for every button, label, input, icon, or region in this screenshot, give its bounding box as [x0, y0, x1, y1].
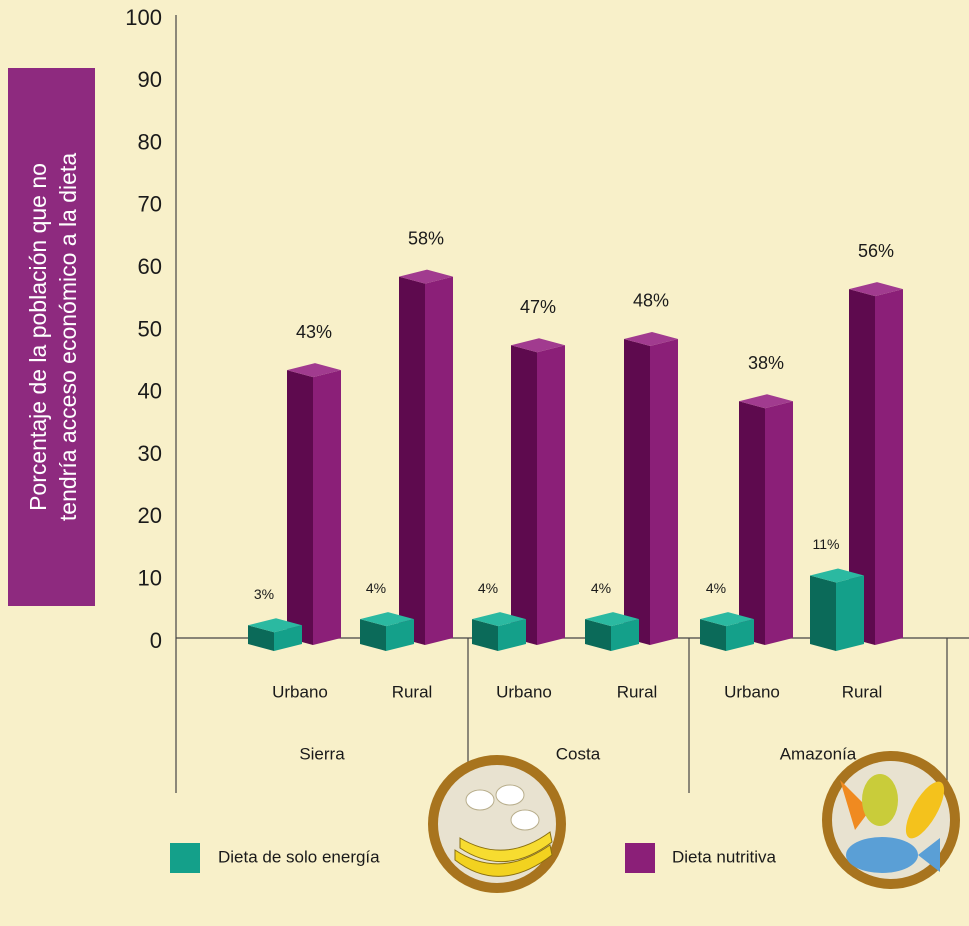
y-tick-label: 30 [138, 441, 162, 466]
bar [849, 282, 903, 645]
y-tick-label: 10 [138, 566, 162, 591]
bar-face [287, 363, 341, 378]
bar-face [849, 289, 875, 645]
bar-face [739, 401, 765, 645]
y-tick-label: 80 [138, 129, 162, 154]
bar-face [248, 625, 274, 651]
y-tick-label: 60 [138, 254, 162, 279]
y-tick-label: 40 [138, 379, 162, 404]
x-tick-label: Urbano [724, 682, 780, 701]
y-label-box [8, 68, 95, 606]
value-label: 38% [748, 353, 784, 373]
x-tick-label: Urbano [496, 682, 552, 701]
bar-face [765, 401, 793, 645]
bar [287, 363, 341, 645]
y-tick-label: 100 [125, 5, 162, 30]
value-label: 4% [478, 580, 498, 596]
bar-face [498, 619, 526, 651]
value-label: 4% [591, 580, 611, 596]
bar-face [810, 575, 836, 651]
bar [472, 612, 526, 651]
value-label: 11% [813, 536, 840, 552]
x-tick-label: Rural [392, 682, 433, 701]
bar [585, 612, 639, 651]
bar-face [700, 619, 726, 651]
bar-face [726, 619, 754, 651]
bar [360, 612, 414, 651]
bar-face [511, 345, 537, 645]
bar-face [425, 276, 453, 645]
bar-face [313, 370, 341, 645]
bar [624, 331, 678, 645]
bar [700, 612, 754, 651]
bar [248, 618, 302, 651]
value-label: 56% [858, 241, 894, 261]
bar-face [472, 619, 498, 651]
bar-face [472, 612, 526, 627]
x-tick-label: Rural [617, 682, 658, 701]
y-axis-label: Porcentaje de la población que no [25, 163, 51, 511]
bar-face [248, 618, 302, 633]
value-label: 58% [408, 228, 444, 248]
value-label: 3% [254, 586, 274, 602]
y-tick-label: 20 [138, 503, 162, 528]
value-label: 4% [706, 580, 726, 596]
bar-face [624, 338, 650, 645]
bar-face [274, 625, 302, 651]
bar-face [836, 575, 864, 651]
bar [739, 394, 793, 645]
bar-face [700, 612, 754, 627]
value-label: 4% [366, 580, 386, 596]
group-label: Costa [556, 744, 601, 763]
bar-face [875, 289, 903, 645]
legend-label: Dieta nutritiva [672, 847, 776, 866]
bar [810, 568, 864, 651]
x-tick-label: Rural [842, 682, 883, 701]
bar-face [585, 619, 611, 651]
x-tick-label: Urbano [272, 682, 328, 701]
bar-face [810, 568, 864, 583]
bar-face [287, 370, 313, 645]
bar-face [511, 338, 565, 353]
bar-face [650, 338, 678, 645]
y-tick-label: 90 [138, 67, 162, 92]
legend-swatch [625, 843, 655, 873]
group-label: Amazonía [780, 744, 857, 763]
bar [399, 269, 453, 645]
bar-face [360, 612, 414, 627]
value-label: 48% [633, 291, 669, 311]
bar-face [537, 345, 565, 645]
value-label: 43% [296, 322, 332, 342]
y-tick-label: 70 [138, 192, 162, 217]
y-tick-label: 0 [150, 628, 162, 653]
y-axis-label: tendría acceso económico a la dieta [55, 153, 81, 521]
bar-face [739, 394, 793, 409]
legend-swatch [170, 843, 200, 873]
bar-face [399, 276, 425, 645]
bar-face [386, 619, 414, 651]
decoration [428, 751, 960, 893]
bar-face [399, 269, 453, 284]
y-tick-label: 50 [138, 316, 162, 341]
bar-face [360, 619, 386, 651]
legend-label: Dieta de solo energía [218, 847, 380, 866]
bar [511, 338, 565, 645]
bar-face [585, 612, 639, 627]
value-label: 47% [520, 297, 556, 317]
bar-face [624, 331, 678, 346]
group-label: Sierra [299, 744, 345, 763]
bar-face [611, 619, 639, 651]
bar-face [849, 282, 903, 297]
